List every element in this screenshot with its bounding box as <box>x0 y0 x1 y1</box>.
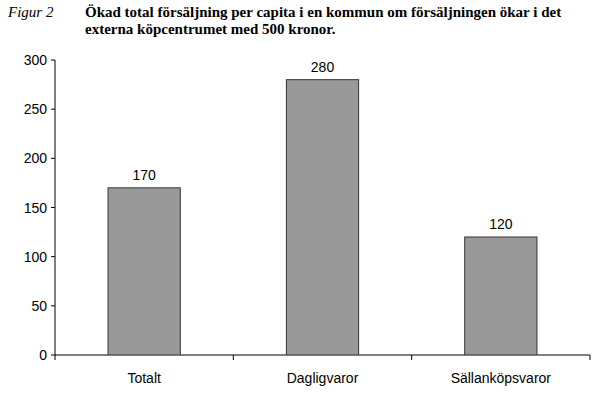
data-label: 170 <box>132 167 156 183</box>
data-label: 280 <box>311 59 335 75</box>
title-line: externa köpcentrumet med 500 kronor. <box>85 21 336 37</box>
bar <box>286 80 358 355</box>
y-tick <box>51 158 55 159</box>
y-tick <box>51 60 55 61</box>
y-tick <box>51 207 55 208</box>
data-label: 120 <box>489 216 513 232</box>
title-line: Ökad total försäljning per capita i en k… <box>85 4 561 20</box>
bar <box>465 237 537 355</box>
y-tick <box>51 305 55 306</box>
bars <box>108 80 537 355</box>
x-tick <box>411 355 412 360</box>
figure-label: Figur 2 <box>7 4 54 20</box>
title: Ökad total försäljning per capita i en k… <box>85 4 561 37</box>
y-tick-label: 300 <box>24 52 48 68</box>
y-tick <box>51 256 55 257</box>
y-tick-label: 250 <box>24 101 48 117</box>
chart: Figur 2 Ökad total försäljning per capita… <box>0 0 612 394</box>
y-tick-label: 50 <box>31 298 47 314</box>
y-tick-label: 0 <box>39 347 47 363</box>
y-tick-label: 100 <box>24 249 48 265</box>
x-tick-label: Dagligvaror <box>287 370 359 386</box>
x-tick <box>590 355 591 360</box>
bar <box>108 188 180 355</box>
x-tick-label: Sällanköpsvaror <box>451 370 552 386</box>
y-tick <box>51 355 55 356</box>
x-tick <box>55 355 56 360</box>
x-tick <box>233 355 234 360</box>
x-tick-label: Totalt <box>127 370 161 386</box>
y-axis <box>55 60 56 355</box>
y-tick <box>51 109 55 110</box>
y-tick-label: 150 <box>24 200 48 216</box>
y-tick-label: 200 <box>24 150 48 166</box>
